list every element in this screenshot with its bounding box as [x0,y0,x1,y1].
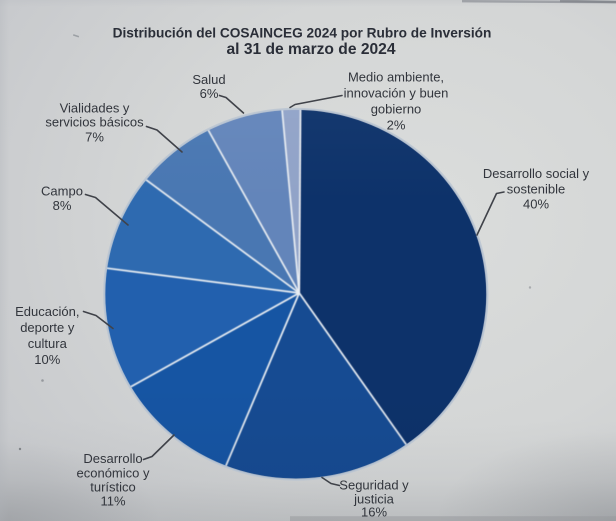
svg-text:Distribución del COSAINCEG 202: Distribución del COSAINCEG 2024 por Rubr… [113,25,492,40]
svg-text:Medio ambiente,: Medio ambiente, [348,70,444,85]
svg-text:Educación,: Educación, [15,304,79,319]
svg-text:sostenible: sostenible [507,182,566,197]
svg-text:justicia: justicia [353,491,395,506]
svg-text:turístico: turístico [90,480,136,495]
svg-text:gobierno: gobierno [371,102,422,117]
svg-text:innovación y buen: innovación y buen [344,86,449,101]
svg-text:servicios básicos: servicios básicos [45,115,144,130]
svg-text:Vialidades y: Vialidades y [60,101,130,116]
svg-text:cultura: cultura [28,336,68,351]
svg-text:Seguridad y: Seguridad y [339,477,409,492]
svg-text:Desarrollo: Desarrollo [83,451,142,466]
svg-text:2%: 2% [387,118,406,133]
svg-text:10%: 10% [34,352,60,367]
svg-text:6%: 6% [200,86,219,101]
svg-text:16%: 16% [361,505,387,520]
svg-text:Campo: Campo [41,184,83,199]
svg-text:7%: 7% [85,130,104,145]
svg-text:8%: 8% [53,198,72,213]
svg-text:al 31 de marzo de 2024: al 31 de marzo de 2024 [226,41,395,58]
svg-text:deporte y: deporte y [20,320,75,335]
svg-text:económico y: económico y [77,466,150,481]
svg-text:40%: 40% [523,197,549,212]
svg-text:11%: 11% [100,494,125,509]
svg-text:Desarrollo social y: Desarrollo social y [483,166,590,181]
svg-text:Salud: Salud [192,72,225,87]
